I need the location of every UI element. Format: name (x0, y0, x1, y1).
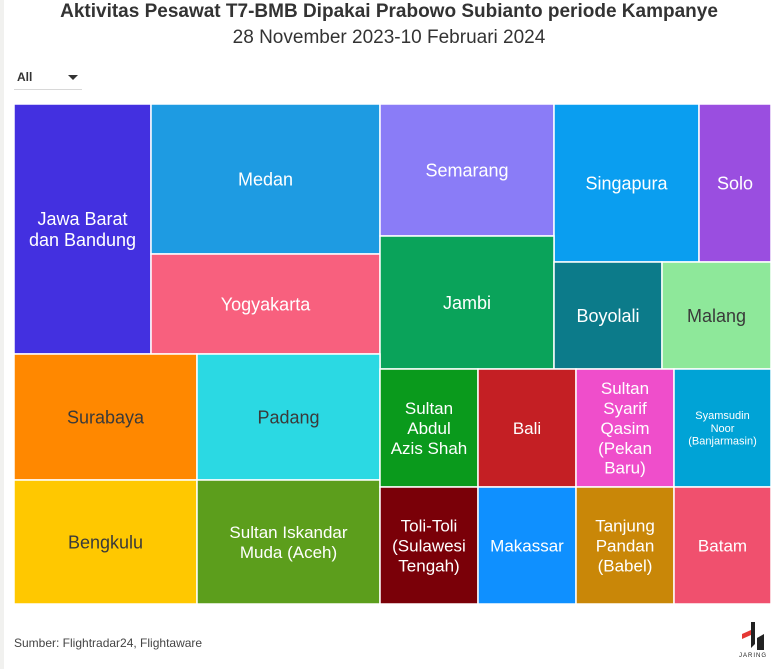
treemap-tile-label: Solo (717, 173, 753, 193)
category-filter-dropdown[interactable]: All (14, 67, 82, 90)
treemap-tile-batam[interactable]: Batam (673, 486, 772, 605)
treemap-tile-jambi[interactable]: Jambi (379, 235, 555, 370)
treemap-tile-makassar[interactable]: Makassar (477, 486, 577, 605)
treemap-tile-sultan-syarif-qasim-pekan-baru[interactable]: Sultan Syarif Qasim (Pekan Baru) (575, 368, 675, 488)
logo-text: JARING (738, 653, 767, 659)
treemap-tile-rect (13, 353, 198, 481)
treemap-tile-semarang[interactable]: Semarang (379, 103, 555, 237)
treemap-tile-syamsudin-noor-banjarmasin[interactable]: Syamsudin Noor (Banjarmasin) (673, 368, 772, 488)
source-note: Sumber: Flightradar24, Flightaware (14, 636, 203, 650)
treemap-tile-rect (379, 486, 479, 605)
treemap-tile-rect (379, 368, 479, 488)
treemap-tile-label: Sultan Abdul Azis Shah (391, 399, 468, 458)
treemap-tile-rect (196, 353, 381, 481)
jaring-logo: JARING (733, 620, 773, 662)
treemap-tile-label: Batam (698, 536, 747, 555)
treemap-tile-sultan-iskandar-muda-aceh[interactable]: Sultan Iskandar Muda (Aceh) (196, 479, 381, 605)
treemap-tile-rect (379, 103, 555, 237)
treemap-tile-label: Malang (687, 306, 746, 326)
treemap-tile-rect (477, 486, 577, 605)
treemap-tile-label: Tanjung Pandan (Babel) (595, 517, 655, 576)
treemap-tile-singapura[interactable]: Singapura (553, 103, 700, 263)
treemap-tile-yogyakarta[interactable]: Yogyakarta (150, 253, 381, 355)
treemap-tile-rect (575, 486, 675, 605)
treemap-tile-label: Makassar (490, 536, 564, 555)
treemap-tile-label: Jambi (443, 293, 491, 313)
treemap-tile-label: Sultan Syarif Qasim (Pekan Baru) (598, 379, 652, 478)
treemap-tile-malang[interactable]: Malang (661, 261, 772, 370)
treemap-tile-label: Medan (238, 169, 293, 189)
treemap-tile-label: Jawa Barat dan Bandung (29, 209, 136, 250)
treemap-tile-rect (553, 103, 700, 263)
treemap-tile-jawa-barat-dan-bandung[interactable]: Jawa Barat dan Bandung (13, 103, 152, 355)
treemap-tile-sultan-abdul-azis-shah[interactable]: Sultan Abdul Azis Shah (379, 368, 479, 488)
chart-title: Aktivitas Pesawat T7-BMB Dipakai Prabowo… (60, 1, 718, 22)
treemap-tile-label: Syamsudin Noor (Banjarmasin) (688, 410, 756, 448)
treemap-tile-rect (477, 368, 577, 488)
filter-selected-value: All (17, 70, 33, 84)
treemap-tile-label: Surabaya (67, 407, 145, 427)
treemap-tile-label: Bali (513, 419, 541, 438)
treemap-tile-label: Bengkulu (68, 532, 143, 552)
left-edge-strip (0, 0, 4, 669)
treemap-tile-bengkulu[interactable]: Bengkulu (13, 479, 198, 605)
chart-subtitle: 28 November 2023-10 Februari 2024 (232, 27, 546, 48)
treemap-tile-boyolali[interactable]: Boyolali (553, 261, 663, 370)
treemap-tile-label: Toli-Toli (Sulawesi Tengah) (392, 517, 466, 576)
treemap-tile-label: Singapura (585, 173, 668, 193)
chevron-down-icon (68, 75, 78, 80)
treemap-tile-toli-toli-sulawesi-tengah[interactable]: Toli-Toli (Sulawesi Tengah) (379, 486, 479, 605)
treemap-tile-rect (698, 103, 772, 263)
treemap-tile-solo[interactable]: Solo (698, 103, 772, 263)
treemap-tile-surabaya[interactable]: Surabaya (13, 353, 198, 481)
treemap-tile-label: Padang (257, 407, 319, 427)
treemap-tile-medan[interactable]: Medan (150, 103, 381, 255)
jaring-logo-icon (742, 622, 764, 650)
treemap-tile-rect (575, 368, 675, 488)
treemap-tile-rect (673, 486, 772, 605)
treemap-tile-label: Boyolali (576, 306, 639, 326)
treemap-tile-rect (379, 235, 555, 370)
treemap-tile-rect (13, 479, 198, 605)
treemap-tile-rect (673, 368, 772, 488)
treemap-tile-label: Sultan Iskandar Muda (Aceh) (229, 523, 347, 562)
treemap-tile-padang[interactable]: Padang (196, 353, 381, 481)
treemap-tile-tanjung-pandan-babel[interactable]: Tanjung Pandan (Babel) (575, 486, 675, 605)
treemap-tile-label: Semarang (425, 160, 508, 180)
treemap-tile-label: Yogyakarta (221, 294, 311, 314)
treemap-tile-rect (553, 261, 663, 370)
treemap-tile-bali[interactable]: Bali (477, 368, 577, 488)
treemap-tile-rect (196, 479, 381, 605)
